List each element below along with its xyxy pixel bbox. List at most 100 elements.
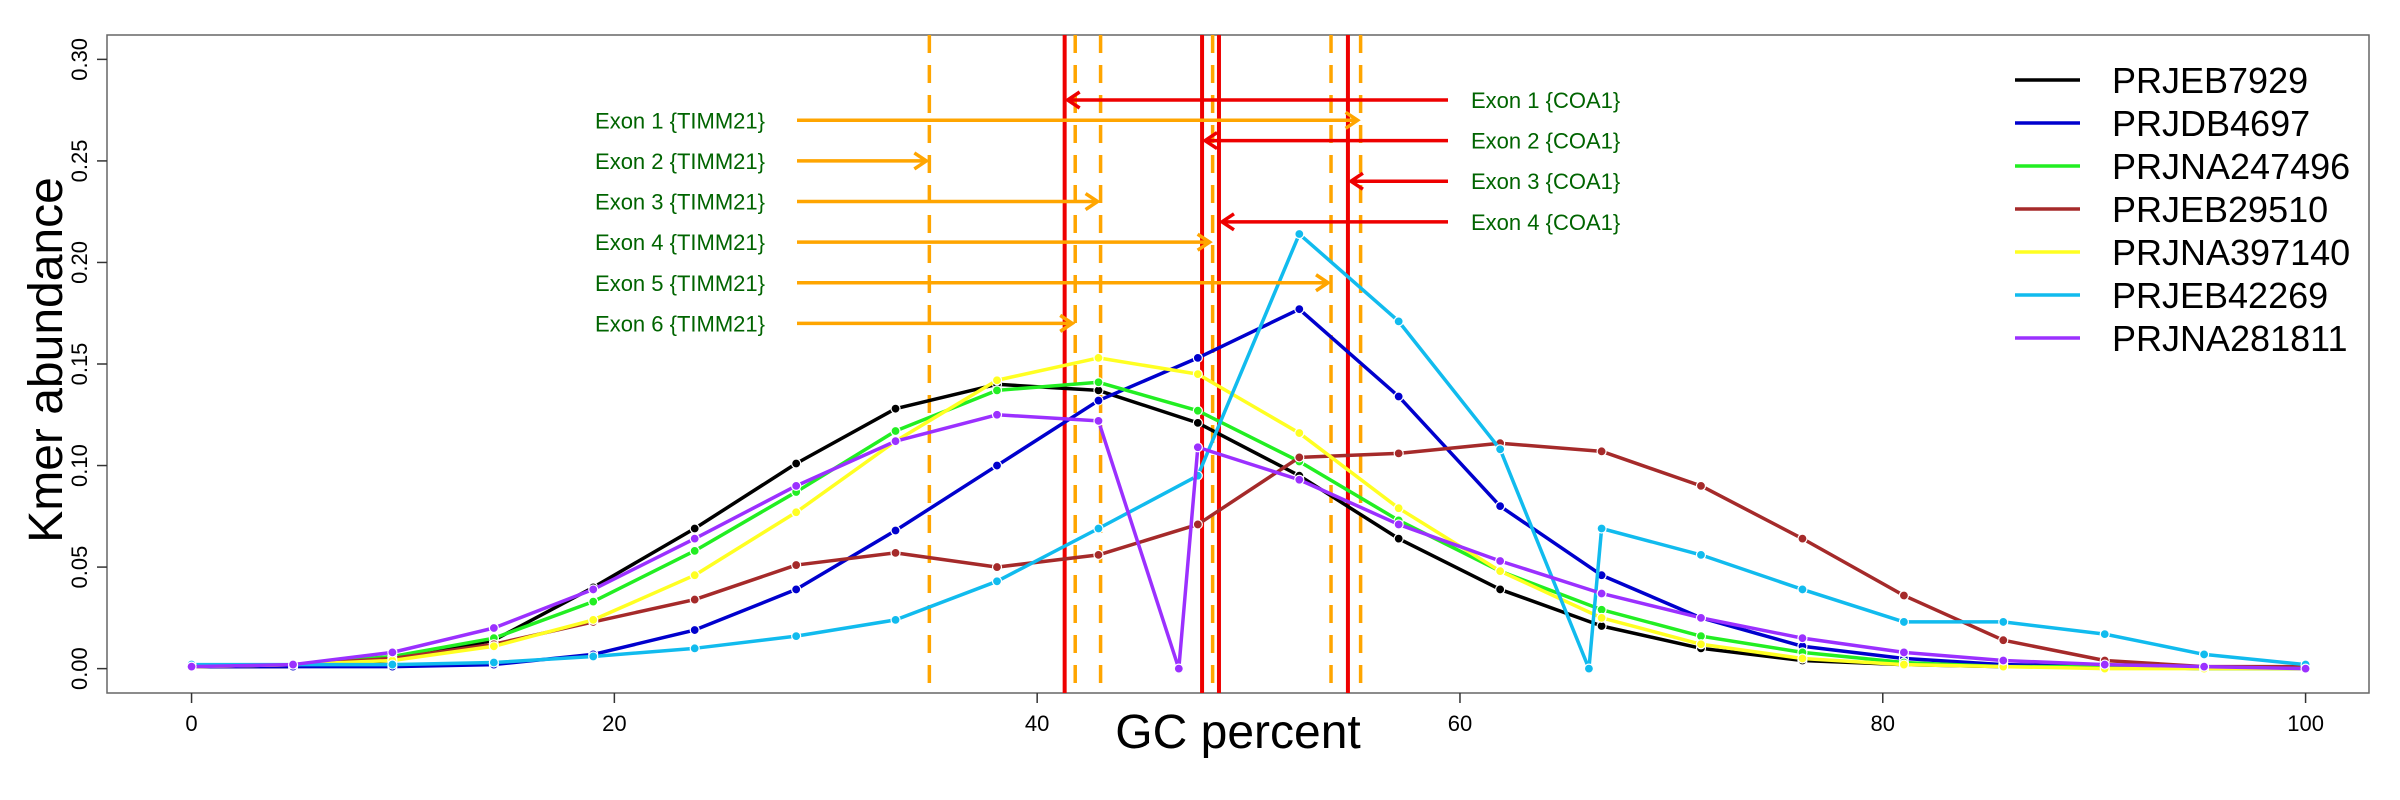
data-point-PRJEB42269-19 (1998, 616, 2009, 628)
data-point-PRJEB42269-9 (1093, 523, 1104, 534)
data-point-PRJEB42269-11 (1294, 228, 1305, 240)
data-point-PRJNA281811-5 (689, 533, 700, 544)
data-point-PRJNA281811-2 (387, 647, 398, 658)
data-point-PRJNA247496-10 (1192, 405, 1203, 416)
series-PRJNA247496 (186, 377, 2311, 674)
data-point-PRJEB42269-20 (2099, 629, 2110, 640)
coa1-exon-label-4: Exon 4 {COA1} (1471, 210, 1620, 235)
legend: PRJEB7929PRJDB4697PRJNA247496PRJEB29510P… (2015, 60, 2350, 359)
data-point-PRJDB4697-10 (1192, 352, 1203, 364)
timm21-exon-arrowhead-5 (1315, 273, 1332, 293)
legend-label-PRJDB4697: PRJDB4697 (2112, 103, 2310, 144)
data-point-PRJEB42269-12 (1393, 316, 1404, 327)
data-point-PRJEB29510-6 (791, 559, 802, 571)
coa1-exon-arrowhead-2 (1201, 131, 1219, 151)
data-point-PRJEB29510-14 (1596, 446, 1607, 457)
data-point-PRJEB7929-12 (1393, 533, 1404, 544)
data-point-PRJNA397140-3 (488, 641, 499, 652)
data-point-PRJNA281811-1 (287, 659, 299, 670)
data-point-PRJNA281811-8 (991, 409, 1003, 420)
data-point-PRJNA281811-11 (1192, 442, 1203, 453)
timm21-exon-label-4: Exon 4 {TIMM21} (595, 230, 765, 255)
data-point-PRJNA247496-7 (890, 425, 901, 437)
data-point-PRJEB29510-17 (1898, 590, 1910, 601)
series-line-PRJNA397140 (191, 356, 2306, 671)
data-point-PRJNA281811-0 (186, 661, 197, 672)
series-PRJEB7929 (186, 379, 2311, 674)
data-point-PRJEB42269-5 (689, 643, 700, 654)
y-tick-label-5: 0.25 (67, 139, 92, 182)
series-PRJNA281811 (186, 409, 2311, 674)
data-point-PRJNA397140-6 (791, 507, 802, 518)
plot-frame (106, 34, 2370, 694)
data-point-PRJEB29510-7 (890, 547, 901, 558)
data-point-PRJNA247496-9 (1093, 377, 1104, 388)
x-tick-label-1: 20 (602, 711, 626, 736)
data-point-PRJEB42269-4 (588, 651, 599, 662)
data-point-PRJNA281811-10 (1173, 663, 1184, 674)
data-point-PRJNA397140-13 (1495, 566, 1506, 577)
data-point-PRJEB42269-21 (2199, 649, 2210, 660)
data-point-PRJEB29510-9 (1093, 549, 1104, 561)
data-point-PRJDB4697-7 (890, 525, 901, 536)
data-point-PRJNA397140-15 (1695, 639, 1707, 650)
data-point-PRJEB42269-14 (1583, 663, 1595, 674)
series-line-PRJEB42269 (191, 232, 2306, 671)
data-point-PRJNA397140-4 (588, 614, 599, 625)
series-lines (186, 228, 2311, 674)
timm21-exon-label-1: Exon 1 {TIMM21} (595, 108, 765, 133)
x-tick-label-5: 100 (2287, 711, 2324, 736)
data-point-PRJNA397140-8 (991, 375, 1003, 386)
coa1-exon-arrowhead-3 (1347, 171, 1364, 191)
data-point-PRJNA397140-10 (1192, 369, 1203, 380)
series-line-PRJNA247496 (191, 380, 2306, 671)
data-point-PRJEB29510-5 (689, 594, 700, 605)
data-point-PRJNA281811-4 (588, 584, 599, 595)
timm21-exon-label-2: Exon 2 {TIMM21} (595, 149, 765, 174)
data-point-PRJEB42269-8 (991, 576, 1003, 587)
data-point-PRJDB4697-9 (1093, 395, 1104, 406)
series-line-PRJEB7929 (191, 382, 2306, 671)
data-point-PRJEB42269-17 (1797, 584, 1808, 595)
coa1-exon-label-1: Exon 1 {COA1} (1471, 88, 1620, 113)
data-point-PRJEB42269-18 (1898, 616, 1910, 628)
series-PRJEB29510 (186, 438, 2311, 672)
data-point-PRJEB7929-10 (1192, 417, 1203, 428)
legend-label-PRJEB42269: PRJEB42269 (2112, 275, 2328, 316)
data-point-PRJDB4697-11 (1294, 304, 1305, 315)
data-point-PRJNA397140-14 (1596, 612, 1607, 623)
y-tick-label-2: 0.10 (67, 444, 92, 487)
data-point-PRJEB29510-18 (1998, 635, 2009, 646)
data-point-PRJEB42269-6 (791, 631, 802, 642)
data-point-PRJNA281811-14 (1495, 555, 1506, 567)
data-point-PRJEB7929-7 (890, 403, 901, 414)
legend-label-PRJEB29510: PRJEB29510 (2112, 189, 2328, 230)
exon-boundary-lines (927, 35, 1363, 693)
data-point-PRJNA281811-6 (791, 480, 802, 491)
legend-label-PRJNA247496: PRJNA247496 (2112, 146, 2350, 187)
data-point-PRJEB7929-6 (791, 458, 802, 469)
timm21-exon-arrowhead-1 (1344, 110, 1361, 130)
timm21-exon-label-6: Exon 6 {TIMM21} (595, 311, 765, 336)
data-point-PRJEB29510-10 (1192, 519, 1203, 530)
x-tick-label-3: 60 (1448, 711, 1472, 736)
data-point-PRJEB42269-13 (1495, 444, 1506, 455)
exon-annotations: Exon 1 {TIMM21} Exon 2 {TIMM21} Exon 3 {TI… (595, 88, 1620, 336)
legend-label-PRJNA281811: PRJNA281811 (2112, 318, 2347, 359)
data-point-PRJEB42269-16 (1695, 549, 1707, 561)
coa1-exon-arrowhead-4 (1218, 212, 1235, 232)
data-point-PRJNA281811-22 (2300, 663, 2311, 674)
y-axis-title: Kmer abundance (20, 177, 73, 543)
data-point-PRJNA247496-4 (588, 596, 599, 607)
data-point-PRJEB42269-3 (488, 657, 499, 668)
data-point-PRJEB29510-11 (1294, 452, 1305, 463)
coa1-exon-arrowhead-1 (1064, 90, 1081, 110)
data-point-PRJDB4697-5 (689, 624, 700, 636)
y-tick-label-6: 0.30 (67, 38, 92, 81)
data-point-PRJNA281811-15 (1596, 588, 1607, 599)
timm21-exon-arrowhead-2 (913, 151, 930, 171)
data-point-PRJDB4697-8 (991, 460, 1003, 471)
data-point-PRJNA281811-18 (1898, 647, 1910, 658)
data-point-PRJEB42269-7 (890, 614, 901, 625)
